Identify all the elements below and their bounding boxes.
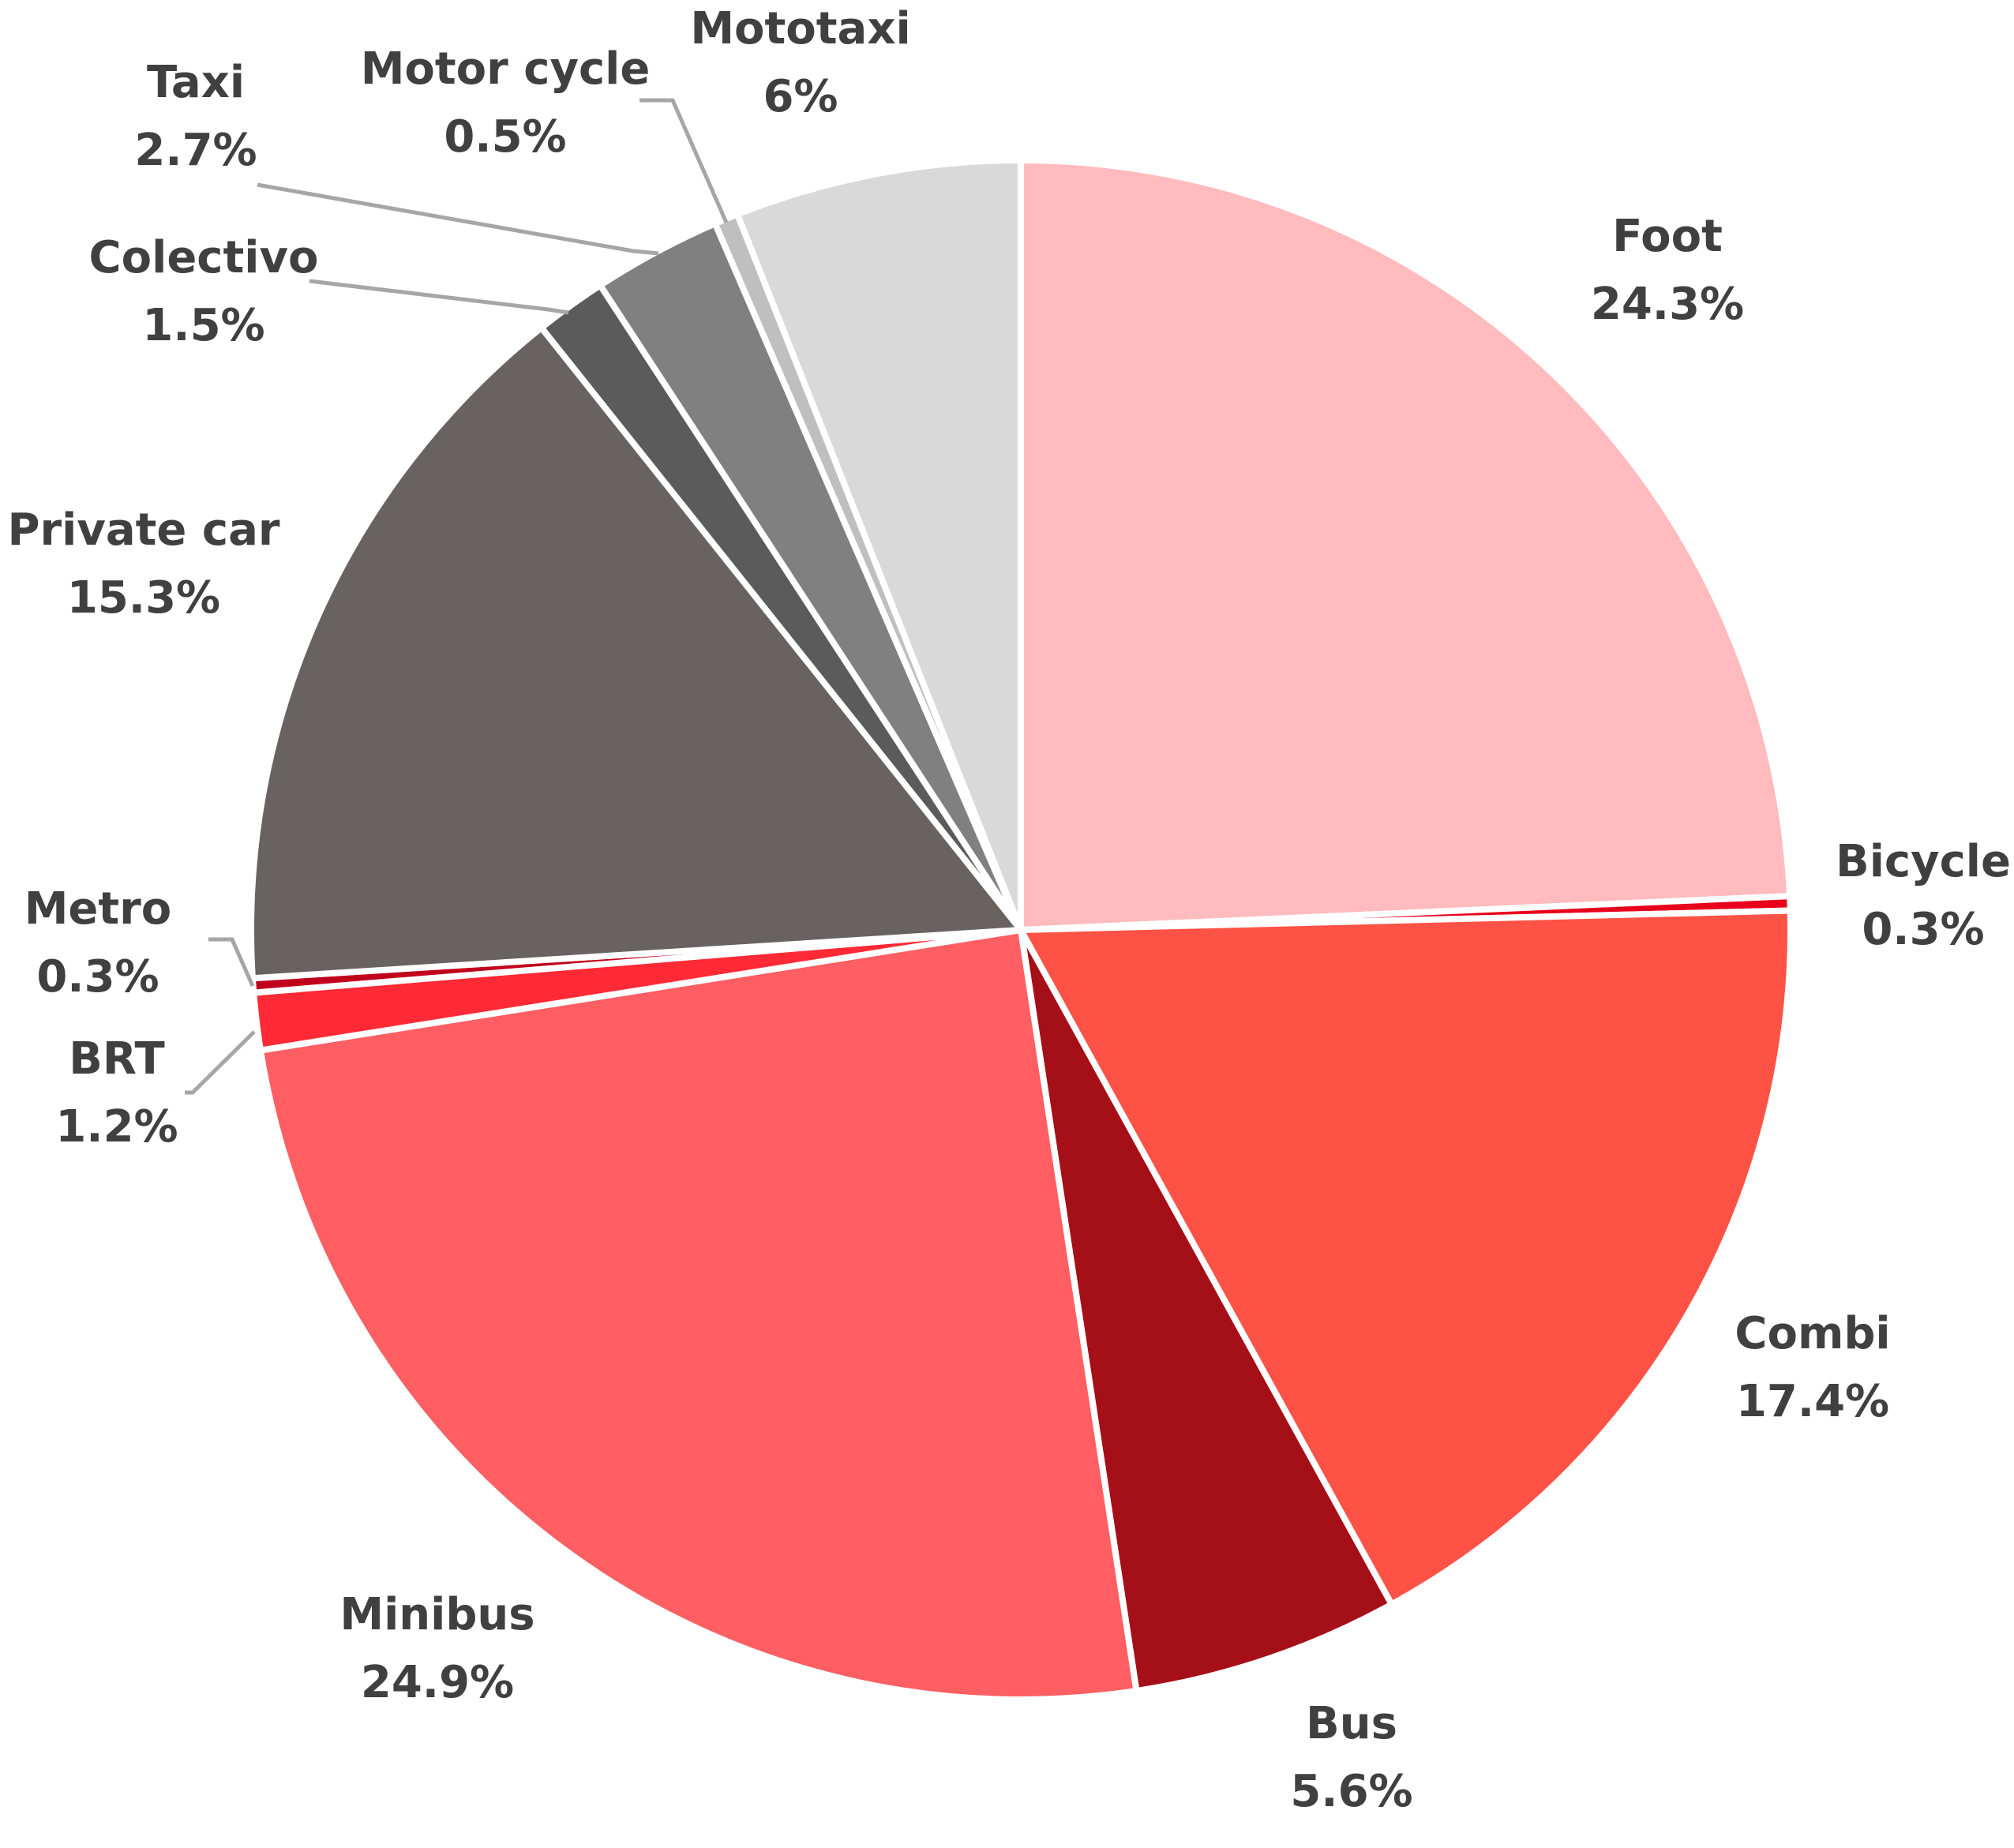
slice-value-minibus: 24.9% xyxy=(361,1657,514,1708)
slice-label-combi: Combi xyxy=(1735,1308,1890,1359)
slice-value-motor-cycle: 0.5% xyxy=(444,111,566,163)
leader-line-motor-cycle xyxy=(639,98,729,224)
slice-label-brt: BRT xyxy=(69,1033,165,1085)
slice-label-minibus: Minibus xyxy=(339,1589,534,1640)
pie-slice-mototaxi xyxy=(734,157,1024,933)
slice-label-bus: Bus xyxy=(1306,1698,1397,1749)
pie-slice-minibus xyxy=(257,927,1140,1703)
slice-label-motor-cycle: Motor cycle xyxy=(361,43,651,95)
pie-slice-combi xyxy=(1018,907,1794,1608)
slice-label-mototaxi: Mototaxi xyxy=(690,3,910,54)
leader-line-taxi xyxy=(257,182,659,256)
pie-slice-private-car xyxy=(248,324,1024,982)
pie-slice-foot xyxy=(1018,157,1794,933)
slice-value-bus: 5.6% xyxy=(1290,1766,1412,1817)
slice-label-taxi: Taxi xyxy=(147,57,245,108)
slice-label-private-car: Private car xyxy=(8,504,280,556)
slice-value-taxi: 2.7% xyxy=(134,125,257,176)
slice-value-mototaxi: 6% xyxy=(763,71,838,122)
leader-line-metro xyxy=(208,937,255,988)
leader-lines xyxy=(185,98,729,1095)
pie-slice-bus xyxy=(1018,927,1395,1694)
slice-value-combi: 17.4% xyxy=(1736,1376,1889,1427)
slice-label-colectivo: Colectivo xyxy=(89,232,319,283)
leader-line-colectivo xyxy=(309,279,569,315)
slice-value-brt: 1.2% xyxy=(55,1101,178,1153)
leader-line-brt xyxy=(185,1030,256,1095)
slice-label-foot: Foot xyxy=(1612,211,1723,262)
pie-slices xyxy=(248,157,1794,1703)
slice-value-foot: 24.3% xyxy=(1591,279,1744,330)
slice-label-metro: Metro xyxy=(24,883,172,935)
slice-value-metro: 0.3% xyxy=(36,951,159,1003)
slice-value-private-car: 15.3% xyxy=(67,572,220,624)
slice-label-bicycle: Bicycle xyxy=(1836,836,2011,887)
slice-value-colectivo: 1.5% xyxy=(142,300,264,351)
slice-value-bicycle: 0.3% xyxy=(1862,904,1984,955)
data-labels: Foot 24.3% Bicycle 0.3% Combi 17.4% Bus 5.6% Min… xyxy=(8,3,2011,1817)
